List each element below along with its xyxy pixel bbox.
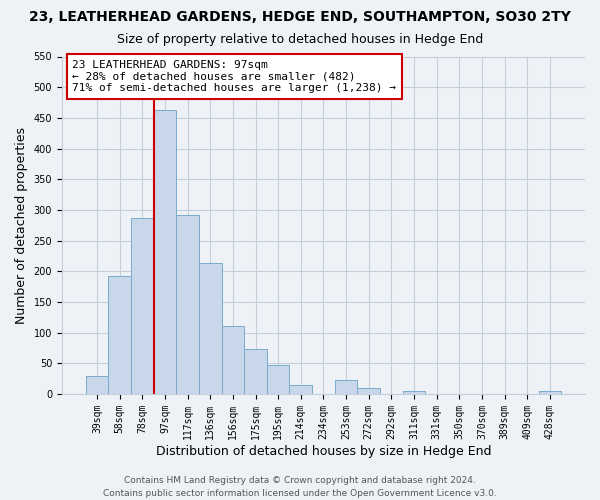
Text: 23 LEATHERHEAD GARDENS: 97sqm
← 28% of detached houses are smaller (482)
71% of : 23 LEATHERHEAD GARDENS: 97sqm ← 28% of d…	[73, 60, 397, 93]
Bar	[176, 216, 199, 394]
X-axis label: Distribution of detached houses by size in Hedge End: Distribution of detached houses by size …	[156, 444, 491, 458]
Bar	[154, 110, 176, 394]
Text: 23, LEATHERHEAD GARDENS, HEDGE END, SOUTHAMPTON, SO30 2TY: 23, LEATHERHEAD GARDENS, HEDGE END, SOUT…	[29, 10, 571, 24]
Text: Contains HM Land Registry data © Crown copyright and database right 2024.
Contai: Contains HM Land Registry data © Crown c…	[103, 476, 497, 498]
Bar	[221, 326, 244, 394]
Bar	[86, 376, 109, 394]
Bar	[289, 386, 312, 394]
Bar	[199, 264, 221, 394]
Bar	[539, 391, 561, 394]
Bar	[131, 218, 154, 394]
Bar	[109, 276, 131, 394]
Y-axis label: Number of detached properties: Number of detached properties	[15, 126, 28, 324]
Bar	[244, 348, 267, 394]
Bar	[358, 388, 380, 394]
Text: Size of property relative to detached houses in Hedge End: Size of property relative to detached ho…	[117, 32, 483, 46]
Bar	[335, 380, 358, 394]
Bar	[267, 365, 289, 394]
Bar	[403, 391, 425, 394]
